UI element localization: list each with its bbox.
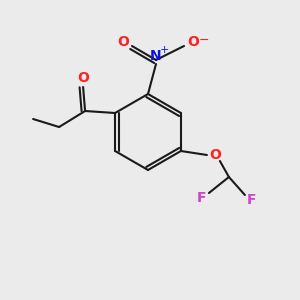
Text: +: + bbox=[159, 45, 169, 55]
Text: F: F bbox=[197, 191, 207, 205]
Text: O: O bbox=[77, 71, 89, 85]
Text: −: − bbox=[199, 34, 209, 46]
Text: O: O bbox=[209, 148, 221, 162]
Text: O: O bbox=[187, 35, 199, 49]
Text: O: O bbox=[117, 35, 129, 49]
Text: N: N bbox=[150, 49, 162, 63]
Text: F: F bbox=[247, 193, 257, 207]
